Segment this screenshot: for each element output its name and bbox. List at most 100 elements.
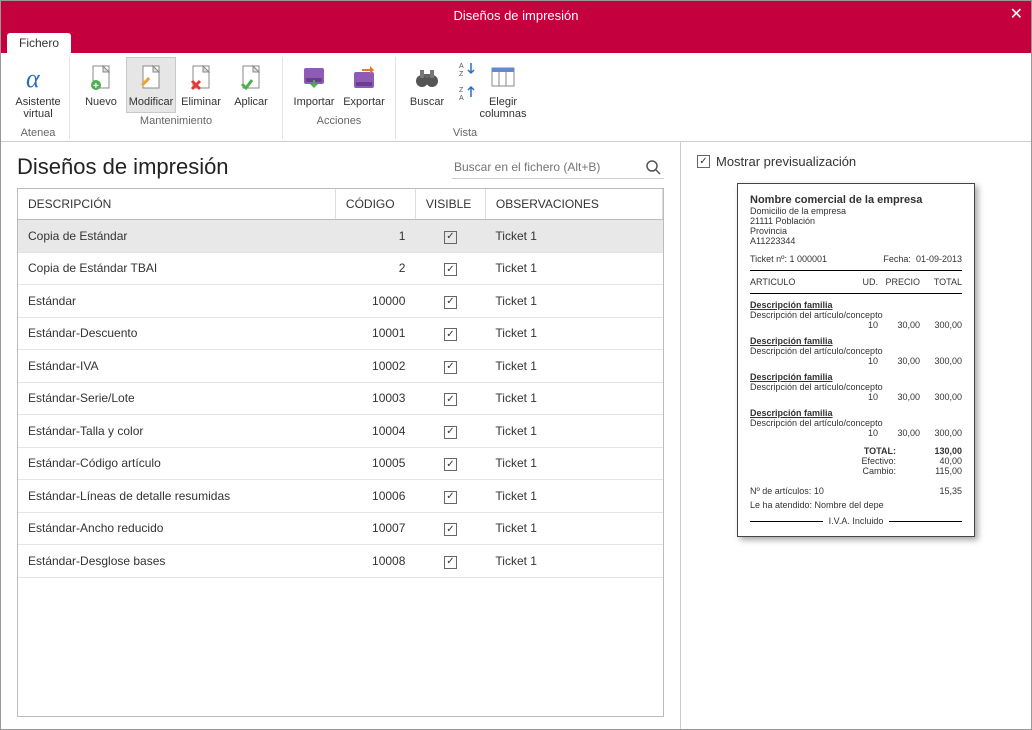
svg-text:Z: Z	[459, 87, 464, 94]
checkbox-icon: ✓	[444, 231, 457, 244]
document-new-icon: +	[85, 62, 117, 94]
search-button[interactable]	[642, 156, 664, 178]
preview-toggle[interactable]: ✓ Mostrar previsualización	[697, 154, 1015, 169]
checkbox-icon: ✓	[444, 556, 457, 569]
table-row[interactable]: Estándar-Descuento10001✓Ticket 1	[18, 317, 663, 350]
cell-visible[interactable]: ✓	[415, 220, 485, 253]
search-input[interactable]	[452, 156, 642, 178]
ribbon-group-view: Buscar AZ ZA Elegir columnas	[396, 57, 534, 139]
table-row[interactable]: Copia de Estándar1✓Ticket 1	[18, 220, 663, 253]
columns-icon	[487, 62, 519, 94]
cell-visible[interactable]: ✓	[415, 480, 485, 513]
page-title: Diseños de impresión	[17, 154, 229, 180]
cell-visible[interactable]: ✓	[415, 447, 485, 480]
cell-descripcion: Estándar-IVA	[18, 350, 335, 383]
preview-item-values: 1030,00300,00	[750, 320, 962, 330]
preview-item-desc: Descripción del artículo/concepto	[750, 418, 962, 428]
nuevo-button[interactable]: + Nuevo	[76, 57, 126, 113]
cell-descripcion: Estándar-Descuento	[18, 317, 335, 350]
cell-visible[interactable]: ✓	[415, 415, 485, 448]
table-row[interactable]: Estándar-Ancho reducido10007✓Ticket 1	[18, 512, 663, 545]
binoculars-icon	[411, 62, 443, 94]
cell-visible[interactable]: ✓	[415, 252, 485, 285]
assistant-icon: α	[22, 62, 54, 94]
table-row[interactable]: Estándar-IVA10002✓Ticket 1	[18, 350, 663, 383]
cell-observaciones: Ticket 1	[485, 382, 662, 415]
checkbox-icon: ✓	[444, 328, 457, 341]
svg-text:A: A	[459, 63, 464, 70]
preview-cif: A11223344	[750, 236, 962, 246]
cell-observaciones: Ticket 1	[485, 317, 662, 350]
cell-codigo: 10002	[335, 350, 415, 383]
col-visible[interactable]: VISIBLE	[415, 189, 485, 220]
svg-text:A: A	[459, 95, 464, 102]
buscar-button[interactable]: Buscar	[402, 57, 452, 125]
checkbox-icon: ✓	[444, 523, 457, 536]
cell-visible[interactable]: ✓	[415, 350, 485, 383]
assistant-label: Asistente virtual	[15, 96, 60, 120]
cell-descripcion: Estándar-Código artículo	[18, 447, 335, 480]
sort-desc-button[interactable]: ZA	[456, 82, 478, 104]
preview-address3: Provincia	[750, 226, 962, 236]
preview-item-desc: Descripción del artículo/concepto	[750, 382, 962, 392]
cell-visible[interactable]: ✓	[415, 512, 485, 545]
preview-ticket-label: Ticket nº: 1 000001	[750, 254, 827, 264]
table-row[interactable]: Estándar-Líneas de detalle resumidas1000…	[18, 480, 663, 513]
sort-asc-button[interactable]: AZ	[456, 58, 478, 80]
modificar-button[interactable]: Modificar	[126, 57, 176, 113]
cell-descripcion: Estándar-Líneas de detalle resumidas	[18, 480, 335, 513]
col-descripcion[interactable]: DESCRIPCIÓN	[18, 189, 335, 220]
svg-text:+: +	[93, 81, 99, 92]
ticket-preview: Nombre comercial de la empresa Domicilio…	[737, 183, 975, 537]
preview-narticulos: Nº de artículos: 10	[750, 486, 824, 496]
cell-codigo: 10005	[335, 447, 415, 480]
cell-visible[interactable]: ✓	[415, 285, 485, 318]
cell-codigo: 1	[335, 220, 415, 253]
eliminar-label: Eliminar	[181, 96, 221, 108]
checkbox-icon: ✓	[444, 393, 457, 406]
checkbox-icon: ✓	[444, 491, 457, 504]
group-label-atenea: Atenea	[21, 127, 56, 139]
ribbon: α Asistente virtual Atenea + Nuevo	[1, 53, 1031, 142]
cell-descripcion: Estándar-Talla y color	[18, 415, 335, 448]
close-icon[interactable]: ✕	[1010, 4, 1023, 24]
table-row[interactable]: Estándar-Talla y color10004✓Ticket 1	[18, 415, 663, 448]
cell-visible[interactable]: ✓	[415, 382, 485, 415]
modificar-label: Modificar	[129, 96, 174, 108]
preview-toggle-label: Mostrar previsualización	[716, 154, 856, 169]
checkbox-icon: ✓	[697, 155, 710, 168]
importar-button[interactable]: Importar	[289, 57, 339, 113]
data-grid[interactable]: DESCRIPCIÓN CÓDIGO VISIBLE OBSERVACIONES…	[17, 188, 664, 717]
eliminar-button[interactable]: Eliminar	[176, 57, 226, 113]
buscar-label: Buscar	[410, 96, 444, 108]
table-row[interactable]: Estándar-Desglose bases10008✓Ticket 1	[18, 545, 663, 578]
group-label-actions: Acciones	[317, 115, 362, 127]
assistant-button[interactable]: α Asistente virtual	[13, 57, 63, 125]
cell-visible[interactable]: ✓	[415, 545, 485, 578]
table-row[interactable]: Estándar-Serie/Lote10003✓Ticket 1	[18, 382, 663, 415]
checkbox-icon: ✓	[444, 296, 457, 309]
cell-codigo: 10004	[335, 415, 415, 448]
checkbox-icon: ✓	[444, 263, 457, 276]
cell-visible[interactable]: ✓	[415, 317, 485, 350]
cell-descripcion: Copia de Estándar	[18, 220, 335, 253]
cell-observaciones: Ticket 1	[485, 252, 662, 285]
cell-codigo: 10008	[335, 545, 415, 578]
table-row[interactable]: Estándar10000✓Ticket 1	[18, 285, 663, 318]
aplicar-button[interactable]: Aplicar	[226, 57, 276, 113]
col-codigo[interactable]: CÓDIGO	[335, 189, 415, 220]
cell-codigo: 10003	[335, 382, 415, 415]
col-observaciones[interactable]: OBSERVACIONES	[485, 189, 662, 220]
nuevo-label: Nuevo	[85, 96, 117, 108]
ribbon-group-maintenance: + Nuevo Modificar Eliminar	[70, 57, 283, 139]
tab-fichero[interactable]: Fichero	[7, 33, 71, 53]
ribbon-group-actions: Importar Exportar Acciones	[283, 57, 396, 139]
cell-observaciones: Ticket 1	[485, 447, 662, 480]
table-row[interactable]: Copia de Estándar TBAI2✓Ticket 1	[18, 252, 663, 285]
exportar-button[interactable]: Exportar	[339, 57, 389, 113]
cell-codigo: 2	[335, 252, 415, 285]
elegir-columnas-button[interactable]: Elegir columnas	[478, 57, 528, 125]
table-row[interactable]: Estándar-Código artículo10005✓Ticket 1	[18, 447, 663, 480]
importar-label: Importar	[294, 96, 335, 108]
preview-item-values: 1030,00300,00	[750, 428, 962, 438]
